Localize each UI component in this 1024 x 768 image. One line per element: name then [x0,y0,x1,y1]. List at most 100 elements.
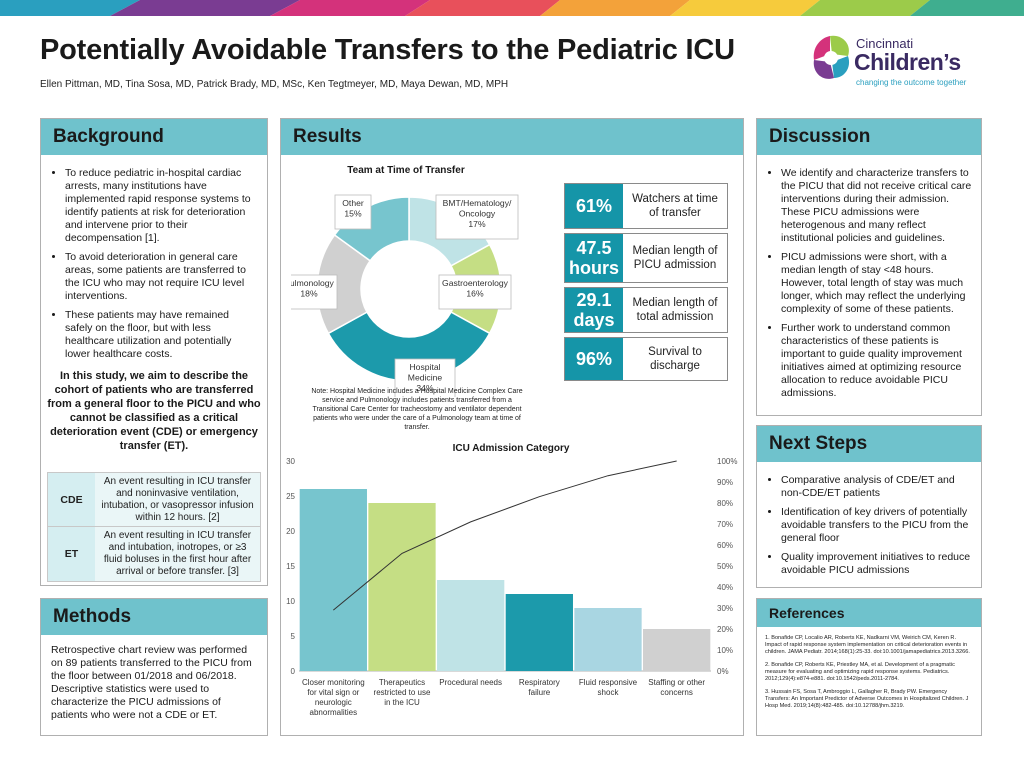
y2-tick-label: 60% [717,541,733,550]
pie-chart: BMT/Hematology/Oncology17% Gastroenterolo… [291,177,541,397]
list-item: To avoid deterioration in general care a… [65,251,259,303]
y2-tick-label: 40% [717,583,733,592]
definition-text: An event resulting in ICU transfer and n… [95,473,260,526]
definition-table: CDE An event resulting in ICU transfer a… [47,472,261,582]
discussion-panel: Discussion We identify and characterize … [756,118,982,416]
list-item: These patients may have remained safely … [65,309,259,361]
stat-value: 47.5 hours [565,234,623,282]
list-item: Quality improvement initiatives to reduc… [781,551,975,577]
svg-text:BMT/Hematology/: BMT/Hematology/ [443,198,512,208]
svg-text:16%: 16% [466,289,484,299]
stat-box: 61% Watchers at time of transfer [564,183,728,229]
bar [643,629,710,671]
svg-text:Closer monitoring: Closer monitoring [302,678,365,687]
study-aim: In this study, we aim to describe the co… [47,369,261,453]
results-heading: Results [281,119,743,155]
bar [574,608,641,671]
references-list: 1. Bonafide CP, Localio AR, Roberts KE, … [765,635,973,716]
svg-text:Other: Other [342,198,364,208]
definition-row-et: ET An event resulting in ICU transfer an… [47,527,261,582]
y-tick-label: 20 [286,527,295,536]
pie-slice-label: Pulmonology18% [291,275,337,309]
list-item: Comparative analysis of CDE/ET and non-C… [781,474,975,500]
discussion-heading: Discussion [757,119,981,155]
list-item: PICU admissions were short, with a media… [781,251,975,316]
y-tick-label: 25 [286,492,295,501]
list-item: Further work to understand common charac… [781,322,975,400]
background-bullets: To reduce pediatric in-hospital cardiac … [49,167,259,367]
results-panel: Results Team at Time of Transfer BMT/Hem… [280,118,744,736]
y-tick-label: 5 [291,632,296,641]
svg-text:abnormalities: abnormalities [310,708,358,717]
svg-text:Staffing or other: Staffing or other [648,678,705,687]
y2-tick-label: 10% [717,646,733,655]
methods-panel: Methods Retrospective chart review was p… [40,598,268,736]
svg-text:for vital sign or: for vital sign or [307,688,359,697]
y2-tick-label: 20% [717,625,733,634]
stat-label: Watchers at time of transfer [623,184,727,228]
bar-chart: 0 5 10 15 20 25 30 0% 10% 20% 30% 40% 50% 60% 70% 80% 90… [281,453,745,735]
logo-tagline: changing the outcome together [856,78,966,87]
bar [506,594,573,671]
list-item: We identify and characterize transfers t… [781,167,975,245]
methods-heading: Methods [41,599,267,635]
pie-chart-title: Team at Time of Transfer [321,165,491,176]
references-heading: References [757,599,981,627]
methods-text: Retrospective chart review was performed… [51,644,259,722]
stat-box: 96% Survival to discharge [564,337,728,381]
x-tick-label: Procedural needs [439,678,502,687]
svg-text:Fluid responsive: Fluid responsive [579,678,638,687]
svg-text:Respiratory: Respiratory [519,678,560,687]
next-steps-heading: Next Steps [757,426,981,462]
stat-label: Median length of total admission [623,288,727,332]
definition-text: An event resulting in ICU transfer and i… [95,527,260,581]
y-tick-label: 15 [286,562,295,571]
svg-text:17%: 17% [468,219,486,229]
author-list: Ellen Pittman, MD, Tina Sosa, MD, Patric… [40,79,508,90]
stat-box: 29.1 days Median length of total admissi… [564,287,728,333]
logo-mark-icon [808,32,854,94]
institution-logo: Cincinnati Children’s changing the outco… [808,30,1008,100]
svg-text:neurologic: neurologic [315,698,352,707]
svg-text:concerns: concerns [660,688,692,697]
svg-text:restricted to use: restricted to use [374,688,431,697]
stat-box: 47.5 hours Median length of PICU admissi… [564,233,728,283]
references-panel: References 1. Bonafide CP, Localio AR, R… [756,598,982,736]
svg-text:Oncology: Oncology [459,209,496,219]
next-steps-panel: Next Steps Comparative analysis of CDE/E… [756,425,982,588]
definition-key: CDE [48,473,95,526]
svg-text:Gastroenterology: Gastroenterology [442,278,509,288]
y-tick-label: 30 [286,457,295,466]
y2-tick-label: 80% [717,499,733,508]
y2-tick-label: 50% [717,562,733,571]
definition-key: ET [48,527,95,581]
pie-chart-note: Note: Hospital Medicine includes a Hospi… [307,387,527,432]
svg-text:failure: failure [528,688,550,697]
stat-label: Survival to discharge [623,338,727,380]
stat-label: Median length of PICU admission [623,234,727,282]
svg-text:Procedural needs: Procedural needs [439,678,502,687]
background-heading: Background [41,119,267,155]
bar [437,580,504,671]
svg-text:shock: shock [598,688,620,697]
discussion-bullets: We identify and characterize transfers t… [765,167,975,406]
list-item: Identification of key drivers of potenti… [781,506,975,545]
definition-row-cde: CDE An event resulting in ICU transfer a… [47,472,261,527]
bar [300,489,367,671]
pie-slice-label: Other15% [335,195,371,229]
y-tick-label: 0 [291,667,296,676]
svg-text:15%: 15% [344,209,362,219]
background-panel: Background To reduce pediatric in-hospit… [40,118,268,586]
bar [368,503,435,671]
svg-text:Medicine: Medicine [408,373,443,383]
svg-text:Therapeutics: Therapeutics [379,678,425,687]
svg-text:in the ICU: in the ICU [384,698,420,707]
y-tick-label: 10 [286,597,295,606]
svg-text:Pulmonology: Pulmonology [291,278,335,288]
